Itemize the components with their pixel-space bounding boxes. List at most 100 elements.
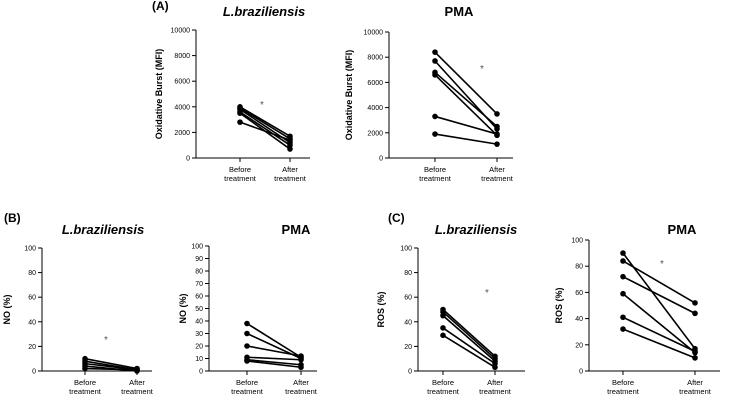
chart-2-significance-marker: * <box>480 64 484 75</box>
chart-2-y-tick-label: 2000 <box>367 130 383 137</box>
chart-4-y-tick-label: 50 <box>195 306 203 313</box>
chart-2-data-point <box>494 141 500 147</box>
chart-3-series-line <box>84 367 138 371</box>
chart-5-y-tick-label: 20 <box>404 344 412 351</box>
chart-3-x-tick-label: After treatment <box>121 378 154 396</box>
chart-3-y-tick-label: 100 <box>24 246 36 253</box>
chart-3-x-tick-label: Before treatment <box>69 378 102 396</box>
chart-6-series-line <box>622 260 696 304</box>
chart-6-data-point <box>620 314 626 321</box>
chart-4-data-point <box>244 358 250 364</box>
chart-4-data-point <box>298 356 304 363</box>
chart-4-data-point <box>298 364 304 371</box>
chart-2-series-line <box>434 115 498 135</box>
chart-5-series-line <box>442 334 496 368</box>
chart-4-y-axis-label: NO (%) <box>178 294 188 324</box>
chart-5-data-point <box>440 312 446 319</box>
chart-1-data-point <box>287 146 293 152</box>
chart-4-x-tick-label: Before treatment <box>231 378 264 396</box>
chart-4-series-line <box>246 345 302 357</box>
chart-4-y-tick-label: 0 <box>199 369 203 376</box>
chart-5-series-line <box>442 327 496 365</box>
chart-1-significance-marker: * <box>260 100 264 111</box>
panel-label-c: (C) <box>388 211 405 225</box>
chart-5-data-point <box>440 325 446 331</box>
chart-2-data-point <box>432 49 438 55</box>
chart-1-data-point <box>287 142 293 148</box>
chart-6-data-point <box>692 355 698 361</box>
chart-5-y-tick-label: 60 <box>404 295 412 302</box>
chart-2-series-line <box>434 71 498 128</box>
chart-2-series-line <box>434 51 498 115</box>
chart-3-y-tick-label: 60 <box>28 295 36 302</box>
chart-1-series-line <box>239 107 291 140</box>
panel-label-b: (B) <box>4 211 21 225</box>
chart-6-y-axis-label: ROS (%) <box>554 287 564 323</box>
chart-2-data-point <box>494 123 500 130</box>
chart-6-y-tick-label: 20 <box>575 342 583 349</box>
chart-6-data-point <box>692 348 698 355</box>
chart-5-y-tick-label: 80 <box>404 270 412 277</box>
chart-6-x-tick-label: Before treatment <box>607 378 640 396</box>
chart-6-data-point <box>692 300 698 306</box>
chart-3-data-point <box>82 365 88 372</box>
chart-1-y-tick-label: 10000 <box>171 28 191 35</box>
chart-2-data-point <box>432 113 438 120</box>
chart-6-series-line <box>622 293 696 354</box>
chart-3-data-point <box>134 366 140 373</box>
chart-3-y-tick-label: 40 <box>28 319 36 326</box>
chart-5-series-line <box>442 308 496 357</box>
chart-1-y-tick-label: 2000 <box>174 130 190 137</box>
chart-1-x-tick-label: Before treatment <box>224 165 257 183</box>
chart-4-data-point <box>244 330 250 337</box>
chart-3-title: L.braziliensis <box>62 222 144 237</box>
chart-1-series-line <box>239 111 291 146</box>
chart-6-series-line <box>622 275 696 315</box>
chart-6-y-tick-label: 0 <box>579 369 583 376</box>
chart-1-y-tick-label: 0 <box>186 156 190 163</box>
chart-6-data-point <box>692 310 698 317</box>
chart-5-y-tick-label: 100 <box>400 246 412 253</box>
chart-2-data-point <box>432 58 438 64</box>
chart-4-series-line <box>246 356 302 361</box>
chart-2-data-point <box>494 111 500 117</box>
chart-1-x-tick-label: After treatment <box>274 165 307 183</box>
chart-5-y-tick-label: 0 <box>408 369 412 376</box>
chart-4-data-point <box>244 320 250 327</box>
chart-2-y-tick-label: 10000 <box>364 30 384 37</box>
chart-2-y-tick-label: 6000 <box>367 80 383 87</box>
chart-5-title: L.braziliensis <box>435 222 517 237</box>
chart-6-data-point <box>620 326 626 332</box>
chart-6-data-point <box>620 258 626 264</box>
chart-6-series-line <box>622 328 696 359</box>
chart-4-y-tick-label: 10 <box>195 356 203 363</box>
chart-4-y-tick-label: 40 <box>195 319 203 326</box>
chart-4-y-tick-label: 70 <box>195 281 203 288</box>
chart-5-y-axis-label: ROS (%) <box>376 291 386 327</box>
chart-2-series-line <box>434 74 498 136</box>
chart-5-data-point <box>440 332 446 339</box>
chart-5-series-line <box>442 311 496 360</box>
chart-4-y-tick-label: 100 <box>191 244 203 251</box>
chart-6-y-tick-label: 40 <box>575 316 583 323</box>
chart-2-y-axis-label: Oxidative Burst (MFI) <box>344 50 354 141</box>
chart-3-y-axis-label: NO (%) <box>2 295 12 325</box>
chart-6-title: PMA <box>668 222 698 237</box>
chart-4-y-tick-label: 20 <box>195 344 203 351</box>
chart-6-y-tick-label: 100 <box>571 238 583 245</box>
chart-6-data-point <box>620 250 626 256</box>
chart-6-series-line <box>622 316 696 353</box>
chart-1-series-line <box>239 121 291 141</box>
chart-4-y-tick-label: 90 <box>195 256 203 263</box>
chart-2-x-tick-label: Before treatment <box>419 165 452 183</box>
chart-6-y-tick-label: 60 <box>575 290 583 297</box>
chart-4-series-line <box>246 322 302 358</box>
chart-4-y-tick-label: 60 <box>195 294 203 301</box>
chart-6-data-point <box>620 290 626 297</box>
chart-3-series-line <box>84 357 138 370</box>
chart-4-data-point <box>244 343 250 349</box>
chart-2-y-tick-label: 8000 <box>367 55 383 62</box>
chart-3-y-tick-label: 20 <box>28 344 36 351</box>
chart-3-y-tick-label: 0 <box>32 369 36 376</box>
